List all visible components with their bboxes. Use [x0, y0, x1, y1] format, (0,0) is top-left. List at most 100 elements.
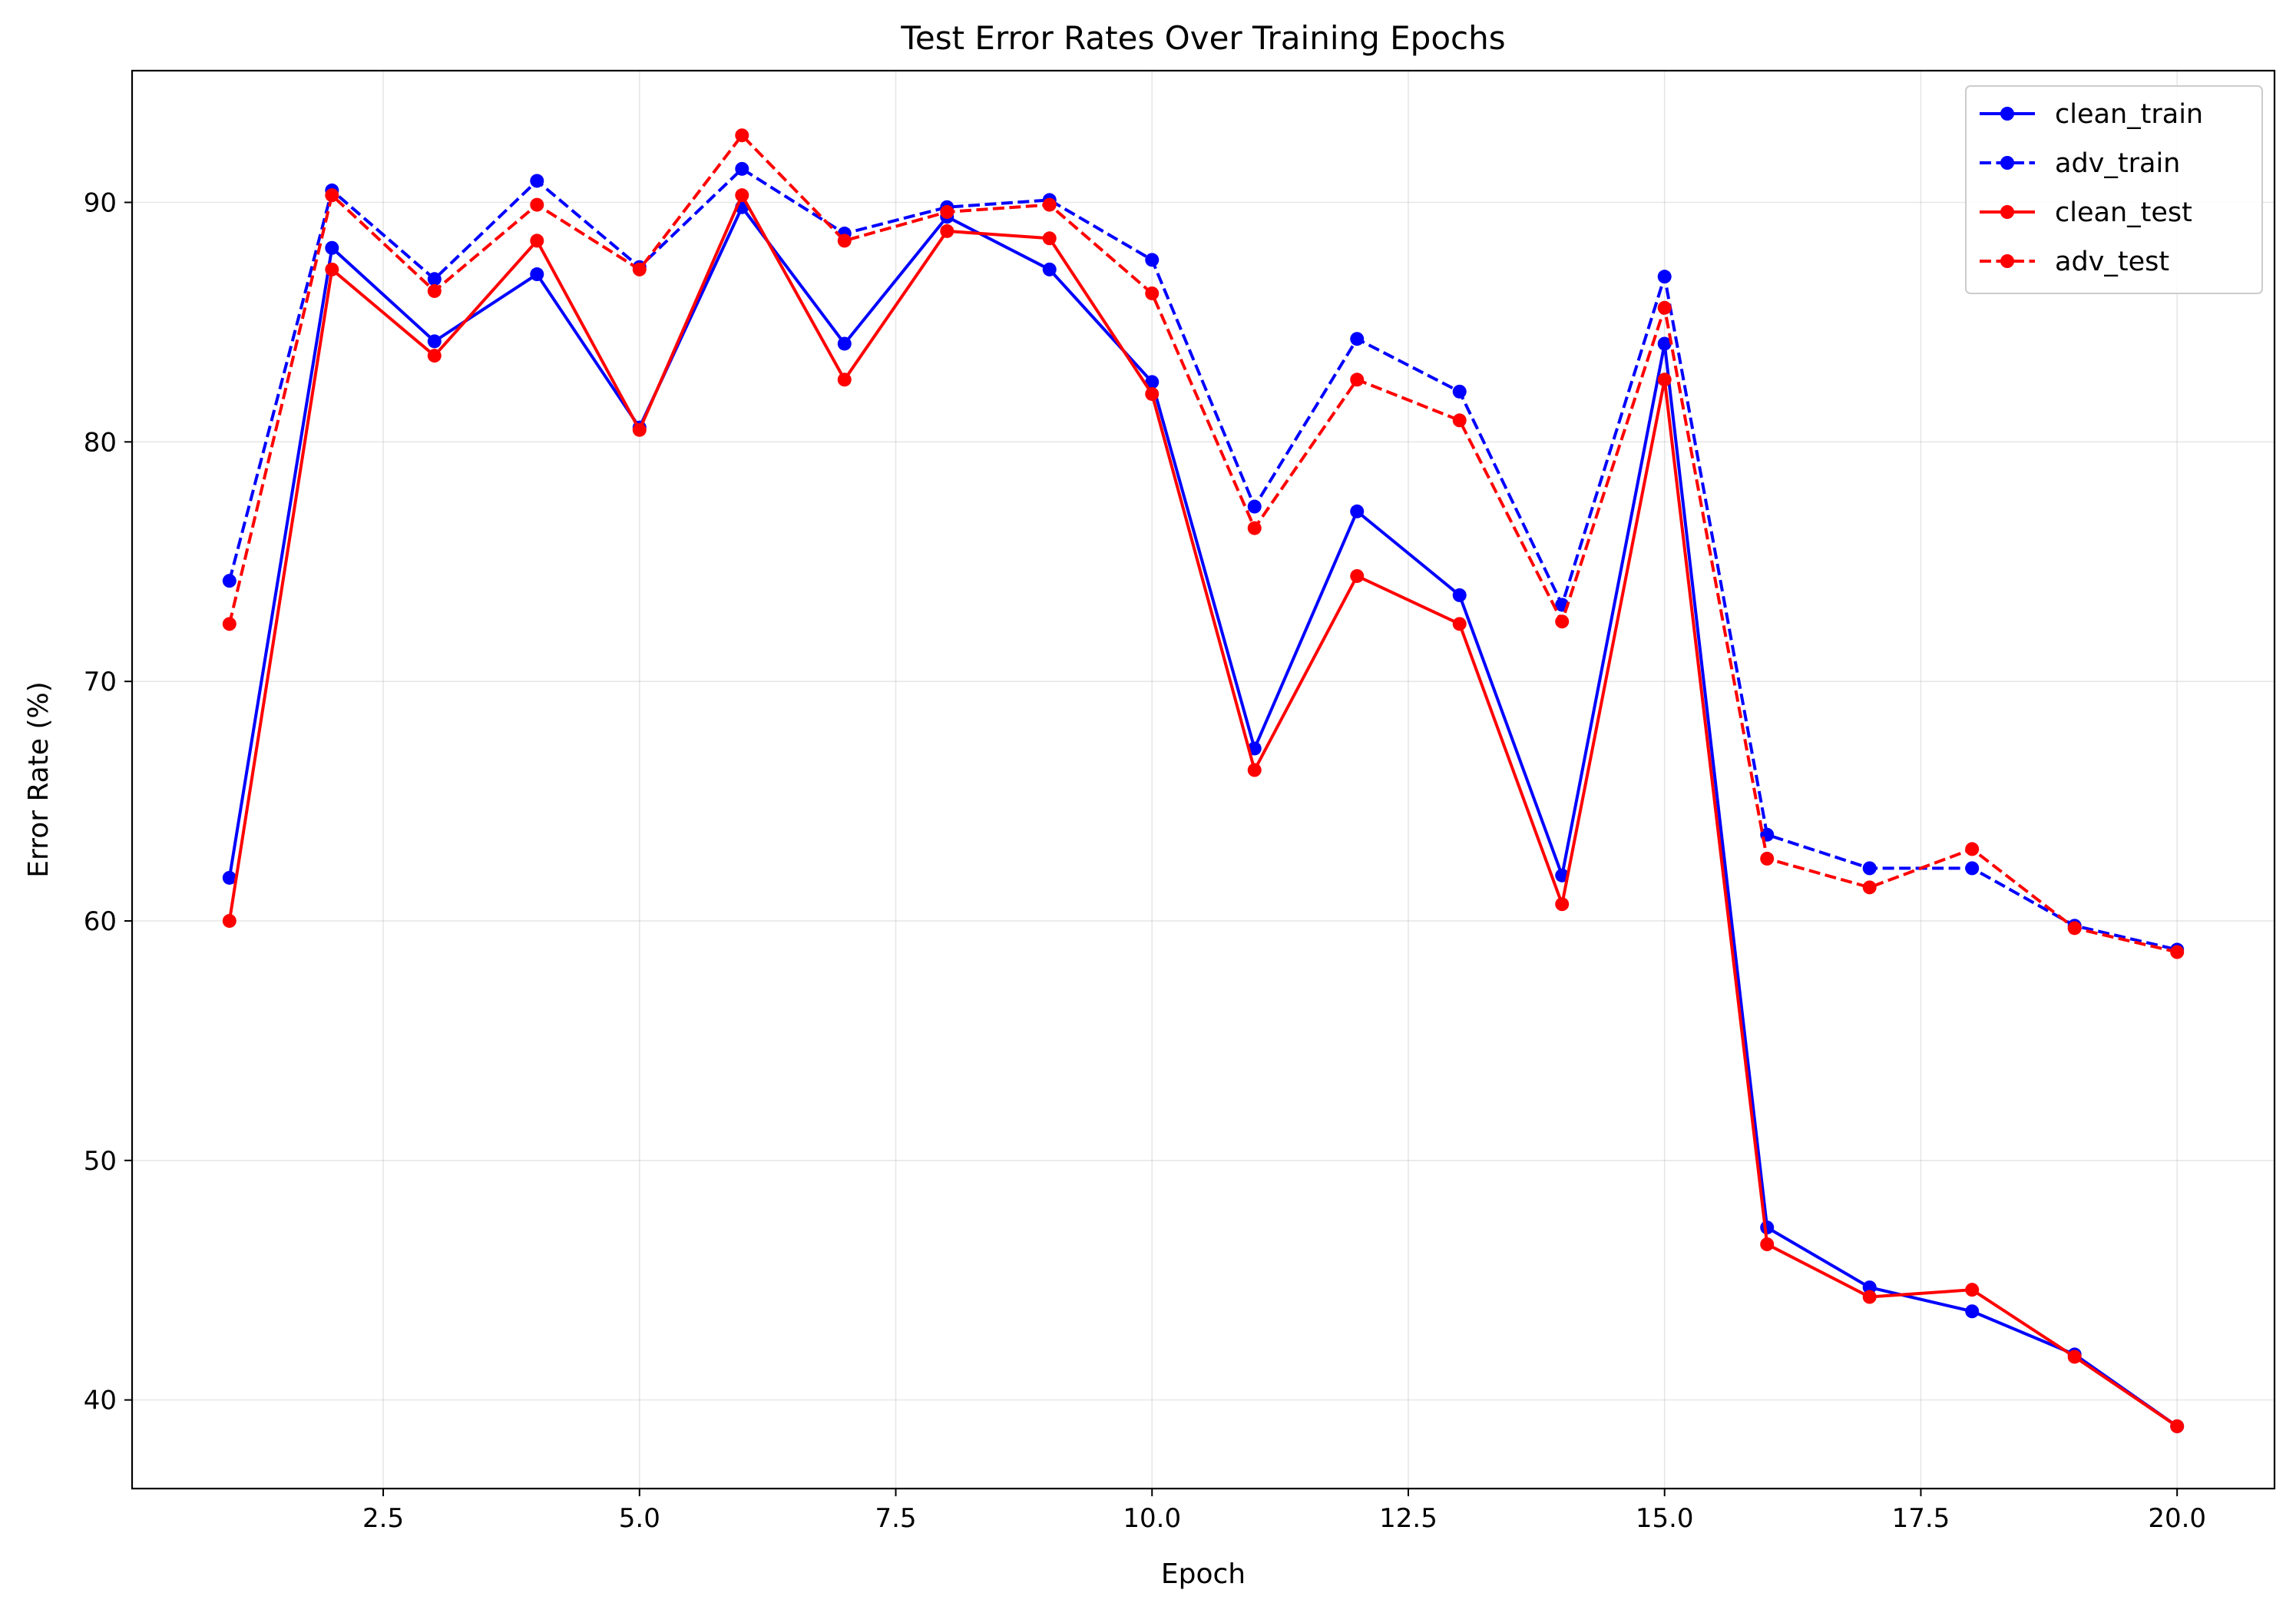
data-point-clean_test [1452, 617, 1467, 631]
legend-item-clean_train: clean_train [1980, 99, 2203, 130]
data-point-adv_test [1657, 300, 1672, 315]
data-point-adv_train [1145, 253, 1160, 267]
data-point-clean_test [1657, 373, 1672, 387]
series-line-adv_train [227, 167, 2178, 952]
data-point-clean_train [837, 336, 852, 351]
chart-title: Test Error Rates Over Training Epochs [900, 19, 1505, 57]
data-point-adv_test [2170, 945, 2185, 959]
data-point-adv_test [1042, 197, 1057, 212]
data-point-clean_train [1350, 504, 1365, 518]
legend-label-adv_test: adv_test [2055, 247, 2169, 277]
data-point-adv_test [427, 283, 442, 298]
data-point-clean_test [1862, 1290, 1877, 1304]
data-point-adv_test [837, 234, 852, 248]
series-layer [222, 128, 2185, 1433]
x-tick-label: 20.0 [2148, 1503, 2206, 1534]
data-point-adv_train [427, 272, 442, 286]
x-tick-label: 7.5 [875, 1503, 916, 1534]
data-point-adv_test [1965, 842, 1980, 856]
data-point-adv_train [1247, 499, 1262, 514]
y-tick-label: 50 [84, 1146, 117, 1177]
legend-marker-clean_train [2000, 107, 2014, 121]
data-point-clean_train [1145, 375, 1160, 389]
data-point-clean_train [222, 870, 237, 885]
data-point-clean_test [1965, 1283, 1980, 1297]
data-point-adv_train [1862, 861, 1877, 876]
data-point-adv_test [735, 128, 749, 143]
x-tick-label: 12.5 [1379, 1503, 1437, 1534]
data-point-clean_test [1555, 897, 1570, 912]
data-point-clean_test [325, 262, 339, 277]
data-point-adv_test [530, 197, 544, 212]
data-point-clean_test [632, 422, 647, 437]
legend-label-clean_train: clean_train [2055, 99, 2203, 130]
data-point-clean_test [222, 913, 237, 928]
data-point-clean_train [1042, 262, 1057, 277]
data-point-adv_test [1862, 880, 1877, 895]
x-tick-label: 17.5 [1892, 1503, 1950, 1534]
data-point-adv_test [1145, 286, 1160, 300]
data-point-clean_test [1350, 568, 1365, 583]
data-point-adv_test [1247, 521, 1262, 535]
data-point-clean_test [2067, 1350, 2082, 1364]
series-line-clean_train [227, 205, 2179, 1428]
data-point-adv_train [222, 574, 237, 588]
legend-item-clean_test: clean_test [1980, 197, 2192, 228]
data-point-clean_test [2170, 1419, 2185, 1433]
legend-label-clean_test: clean_test [2055, 197, 2192, 228]
data-point-clean_test [735, 188, 749, 203]
data-point-clean_test [427, 349, 442, 363]
data-point-clean_train [530, 267, 544, 282]
data-point-adv_test [222, 617, 237, 631]
x-tick-label: 5.0 [619, 1503, 660, 1534]
data-point-adv_train [530, 174, 544, 188]
legend-marker-adv_train [2000, 156, 2014, 170]
y-tick-label: 90 [84, 188, 117, 219]
legend-marker-adv_test [2000, 254, 2014, 268]
legend-marker-clean_test [2000, 205, 2014, 219]
data-point-adv_train [1350, 332, 1365, 346]
data-point-adv_test [1452, 413, 1467, 428]
data-point-clean_train [1657, 336, 1672, 351]
plot-frame [131, 69, 2276, 1490]
x-tick-label: 2.5 [362, 1503, 404, 1534]
x-tick-label: 15.0 [1636, 1503, 1694, 1534]
legend-item-adv_train: adv_train [1980, 148, 2180, 179]
y-axis-label: Error Rate (%) [23, 681, 55, 877]
data-point-adv_test [1760, 851, 1775, 866]
data-point-adv_test [325, 188, 339, 203]
legend-label-adv_train: adv_train [2055, 148, 2180, 179]
data-point-adv_train [1452, 384, 1467, 399]
axis-ticks: 2.5 5.0 7.5 10.0 12.5 15.0 17.5 20.0 40 50 60 70 80 9… [84, 188, 2206, 1534]
series-adv_test [222, 128, 2185, 959]
x-tick-label: 10.0 [1123, 1503, 1181, 1534]
data-point-clean_train [1862, 1280, 1877, 1295]
data-point-adv_test [2067, 921, 2082, 936]
data-point-clean_test [1145, 386, 1160, 401]
series-clean_test [222, 188, 2185, 1433]
data-point-adv_train [1965, 861, 1980, 876]
y-tick-label: 40 [84, 1386, 117, 1416]
data-point-clean_train [325, 240, 339, 255]
data-point-adv_test [632, 262, 647, 277]
data-point-clean_train [427, 334, 442, 349]
data-point-adv_test [940, 204, 954, 219]
series-adv_train [222, 161, 2185, 957]
data-point-clean_test [837, 373, 852, 387]
legend-item-adv_test: adv_test [1980, 247, 2169, 277]
data-point-clean_train [1452, 588, 1467, 602]
data-point-clean_test [1760, 1237, 1775, 1251]
series-line-clean_test [227, 194, 2179, 1428]
y-tick-label: 60 [84, 906, 117, 937]
x-axis-label: Epoch [1161, 1558, 1246, 1590]
data-point-adv_train [735, 161, 749, 176]
data-point-adv_train [1657, 270, 1672, 284]
data-point-clean_train [1965, 1304, 1980, 1319]
series-line-adv_test [227, 134, 2178, 954]
data-point-adv_test [1555, 614, 1570, 629]
y-tick-label: 80 [84, 427, 117, 458]
y-tick-label: 70 [84, 667, 117, 697]
data-point-clean_test [530, 234, 544, 248]
data-point-clean_test [1042, 231, 1057, 246]
